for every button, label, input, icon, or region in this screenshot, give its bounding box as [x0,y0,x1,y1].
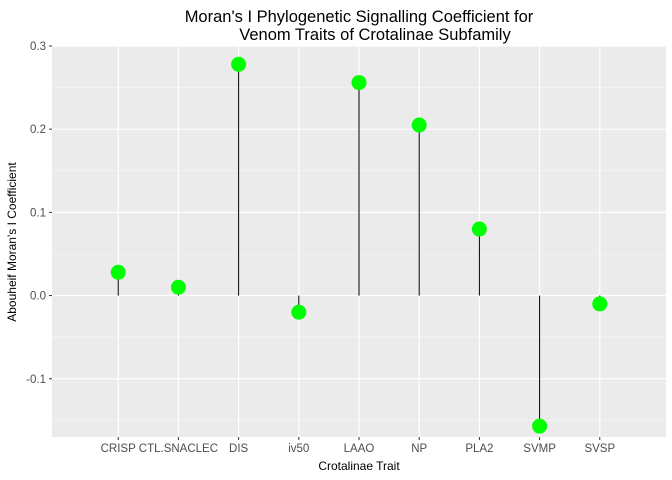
x-axis-title: Crotalinae Trait [318,459,400,473]
lollipop-point [471,221,487,237]
lollipop-point [592,296,608,312]
x-tick-label: iv50 [288,443,309,455]
lollipop-point [411,117,427,133]
y-tick-label: 0.0 [30,291,46,303]
lollipop-point [170,279,186,295]
lollipop-point [351,75,367,91]
x-tick-label: CTL.SNACLEC [139,443,218,455]
lollipop-point [291,304,307,320]
chart-subtitle: Venom Traits of Crotalinae Subfamily [239,26,511,44]
x-tick-label: SVMP [523,443,556,455]
x-axis-ticks: CRISP CTL.SNACLEC DIS iv50 LAAO NP PLA2 SVMP SVS… [101,437,615,455]
x-tick-label: DIS [229,443,249,455]
x-tick-label: CRISP [101,443,136,455]
y-tick-label: -0.1 [26,374,46,386]
x-tick-label: PLA2 [465,443,493,455]
y-axis-title: Abouheif Moran's I Coefficient [5,162,19,322]
y-tick-label: 0.3 [30,41,46,53]
x-tick-label: NP [411,443,427,455]
y-tick-label: 0.1 [30,207,46,219]
lollipop-point [110,264,126,280]
y-tick-label: 0.2 [30,124,46,136]
y-axis-ticks: -0.1 0.0 0.1 0.2 0.3 [26,41,52,386]
x-tick-label: LAAO [344,443,375,455]
lollipop-point [231,56,247,72]
lollipop-points [110,56,608,434]
chart-title: Moran's I Phylogenetic Signalling Coeffi… [185,8,534,26]
x-tick-label: SVSP [584,443,615,455]
lollipop-point [532,418,548,434]
